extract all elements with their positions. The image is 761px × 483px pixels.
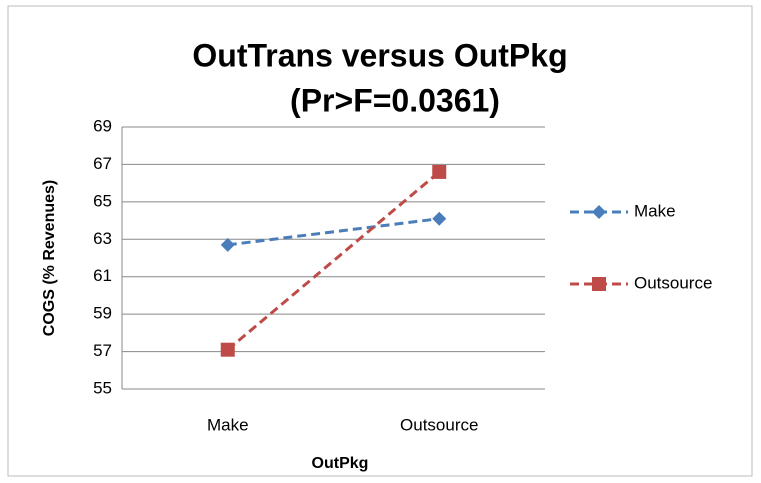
y-tick-label: 59 <box>93 304 112 323</box>
chart-subtitle: (Pr>F=0.0361) <box>290 82 500 118</box>
y-tick-label: 67 <box>93 154 112 173</box>
y-tick-label: 63 <box>93 229 112 248</box>
y-axis-title: COGS (% Revenues) <box>41 180 58 336</box>
x-tick-label: Make <box>207 415 249 434</box>
data-point <box>432 164 447 179</box>
y-tick-label: 61 <box>93 266 112 285</box>
y-tick-label: 65 <box>93 191 112 210</box>
y-tick-label: 55 <box>93 378 112 397</box>
legend-marker <box>592 205 606 219</box>
chart-title: OutTrans versus OutPkg <box>192 37 567 73</box>
series-line <box>226 170 441 351</box>
legend-marker <box>592 277 606 291</box>
data-point <box>432 211 447 226</box>
legend-label: Outsource <box>634 273 712 292</box>
y-tick-label: 57 <box>93 341 112 360</box>
chart-border <box>7 5 753 477</box>
x-tick-label: Outsource <box>400 415 478 434</box>
data-point <box>220 342 235 357</box>
data-point <box>220 237 235 252</box>
y-tick-label: 69 <box>93 116 112 135</box>
series-line <box>227 217 440 247</box>
x-axis-title: OutPkg <box>312 455 369 472</box>
legend-label: Make <box>634 201 676 220</box>
